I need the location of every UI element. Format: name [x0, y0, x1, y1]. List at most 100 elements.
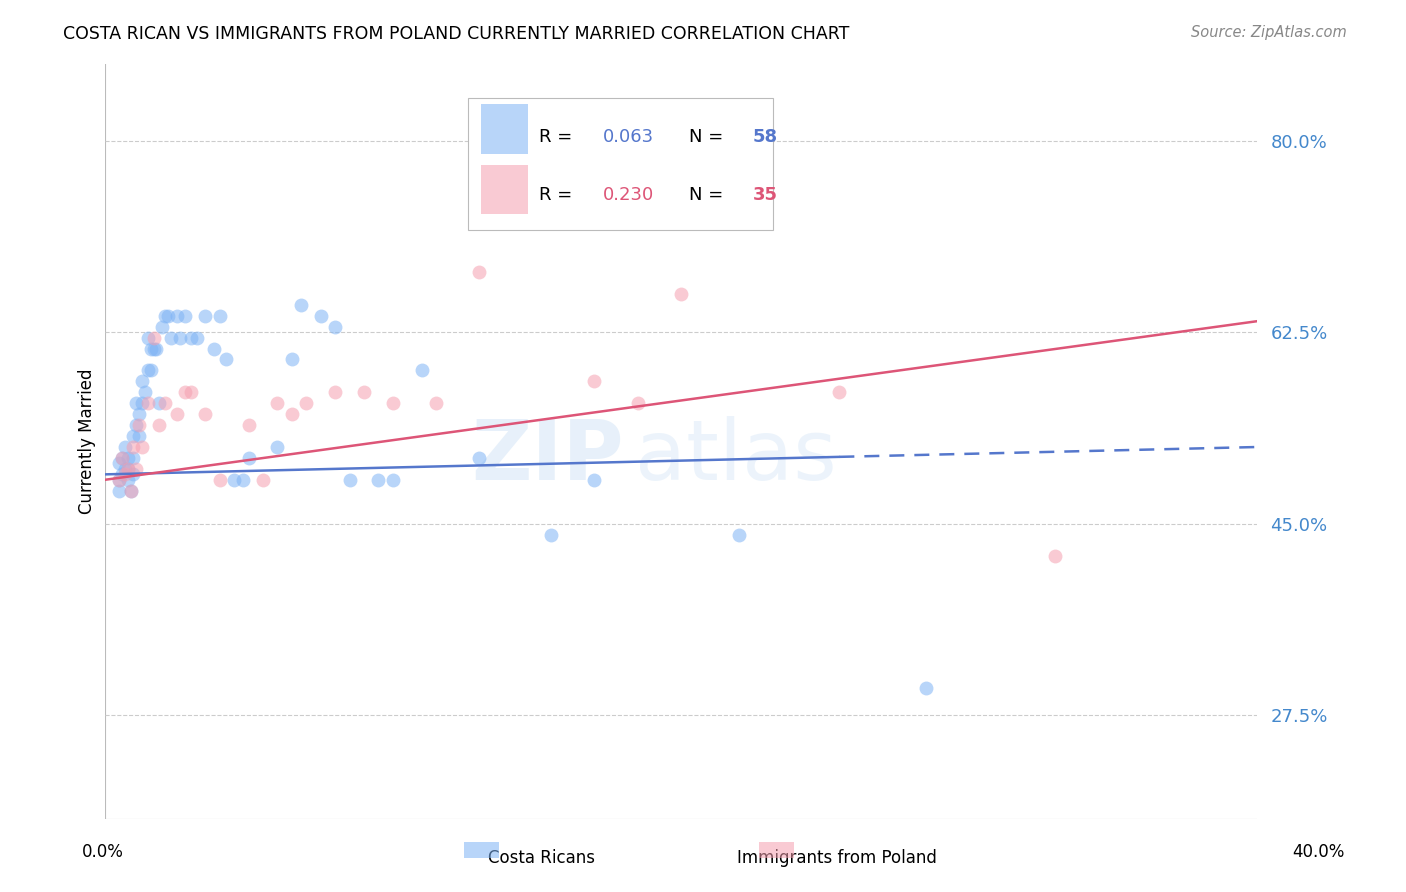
Point [224, 473, 246, 487]
Point [139, 342, 162, 356]
Point [232, 473, 254, 487]
Point [145, 342, 167, 356]
Point [669, 286, 692, 301]
Point [174, 309, 197, 323]
Point [583, 473, 606, 487]
Point [411, 363, 433, 377]
Point [114, 467, 136, 482]
Point [353, 385, 375, 400]
Text: R =: R = [538, 128, 578, 146]
Point [295, 396, 318, 410]
Point [238, 418, 260, 433]
Point [202, 342, 225, 356]
Point [252, 473, 274, 487]
Point [583, 375, 606, 389]
Point [139, 363, 162, 377]
Point [323, 319, 346, 334]
Point [381, 473, 404, 487]
Point [117, 462, 139, 476]
Point [174, 385, 197, 400]
Point [131, 396, 153, 410]
Point [111, 450, 134, 465]
Text: COSTA RICAN VS IMMIGRANTS FROM POLAND CURRENTLY MARRIED CORRELATION CHART: COSTA RICAN VS IMMIGRANTS FROM POLAND CU… [63, 25, 849, 43]
Point [290, 298, 312, 312]
Point [136, 363, 159, 377]
Point [214, 352, 236, 367]
Point [125, 462, 148, 476]
Point [142, 342, 165, 356]
Point [727, 527, 749, 541]
Point [323, 385, 346, 400]
Text: Immigrants from Poland: Immigrants from Poland [737, 849, 936, 867]
Point [125, 418, 148, 433]
Point [238, 450, 260, 465]
Point [108, 473, 131, 487]
Point [309, 309, 332, 323]
Y-axis label: Currently Married: Currently Married [79, 368, 96, 515]
Point [108, 473, 131, 487]
Point [194, 309, 217, 323]
Point [120, 483, 142, 498]
Text: N =: N = [689, 186, 728, 204]
Text: Costa Ricans: Costa Ricans [488, 849, 595, 867]
Point [540, 527, 562, 541]
Point [468, 450, 491, 465]
Point [208, 473, 231, 487]
Point [156, 309, 179, 323]
Point [148, 418, 170, 433]
Point [122, 450, 145, 465]
Text: atlas: atlas [634, 417, 837, 497]
Point [114, 462, 136, 476]
Point [1045, 549, 1067, 564]
Text: 0.230: 0.230 [603, 186, 654, 204]
Point [153, 309, 176, 323]
Point [166, 407, 188, 421]
Point [136, 330, 159, 344]
Text: N =: N = [689, 128, 728, 146]
Point [128, 418, 150, 433]
Point [117, 473, 139, 487]
Point [142, 330, 165, 344]
Point [111, 450, 134, 465]
Text: 40.0%: 40.0% [1292, 843, 1346, 861]
Point [367, 473, 389, 487]
Point [108, 483, 131, 498]
Point [180, 385, 202, 400]
Point [128, 429, 150, 443]
Point [496, 178, 519, 192]
Point [339, 473, 361, 487]
Point [117, 450, 139, 465]
Point [122, 429, 145, 443]
Point [381, 396, 404, 410]
FancyBboxPatch shape [481, 165, 527, 214]
Point [180, 330, 202, 344]
Text: R =: R = [538, 186, 578, 204]
Point [153, 396, 176, 410]
Point [425, 396, 447, 410]
Point [266, 440, 288, 454]
Point [117, 462, 139, 476]
Point [125, 396, 148, 410]
Text: 58: 58 [752, 128, 778, 146]
Point [627, 396, 650, 410]
Text: 0.0%: 0.0% [82, 843, 124, 861]
Point [131, 375, 153, 389]
Text: Source: ZipAtlas.com: Source: ZipAtlas.com [1191, 25, 1347, 40]
Point [186, 330, 208, 344]
Point [111, 467, 134, 482]
Point [828, 385, 851, 400]
Point [148, 396, 170, 410]
Point [468, 265, 491, 279]
Point [166, 309, 188, 323]
Point [540, 211, 562, 225]
Point [194, 407, 217, 421]
Text: 0.063: 0.063 [603, 128, 654, 146]
Point [914, 681, 936, 695]
FancyBboxPatch shape [481, 104, 527, 153]
Point [120, 483, 142, 498]
Point [114, 440, 136, 454]
Point [136, 396, 159, 410]
Point [122, 440, 145, 454]
Point [281, 407, 304, 421]
Point [131, 440, 153, 454]
